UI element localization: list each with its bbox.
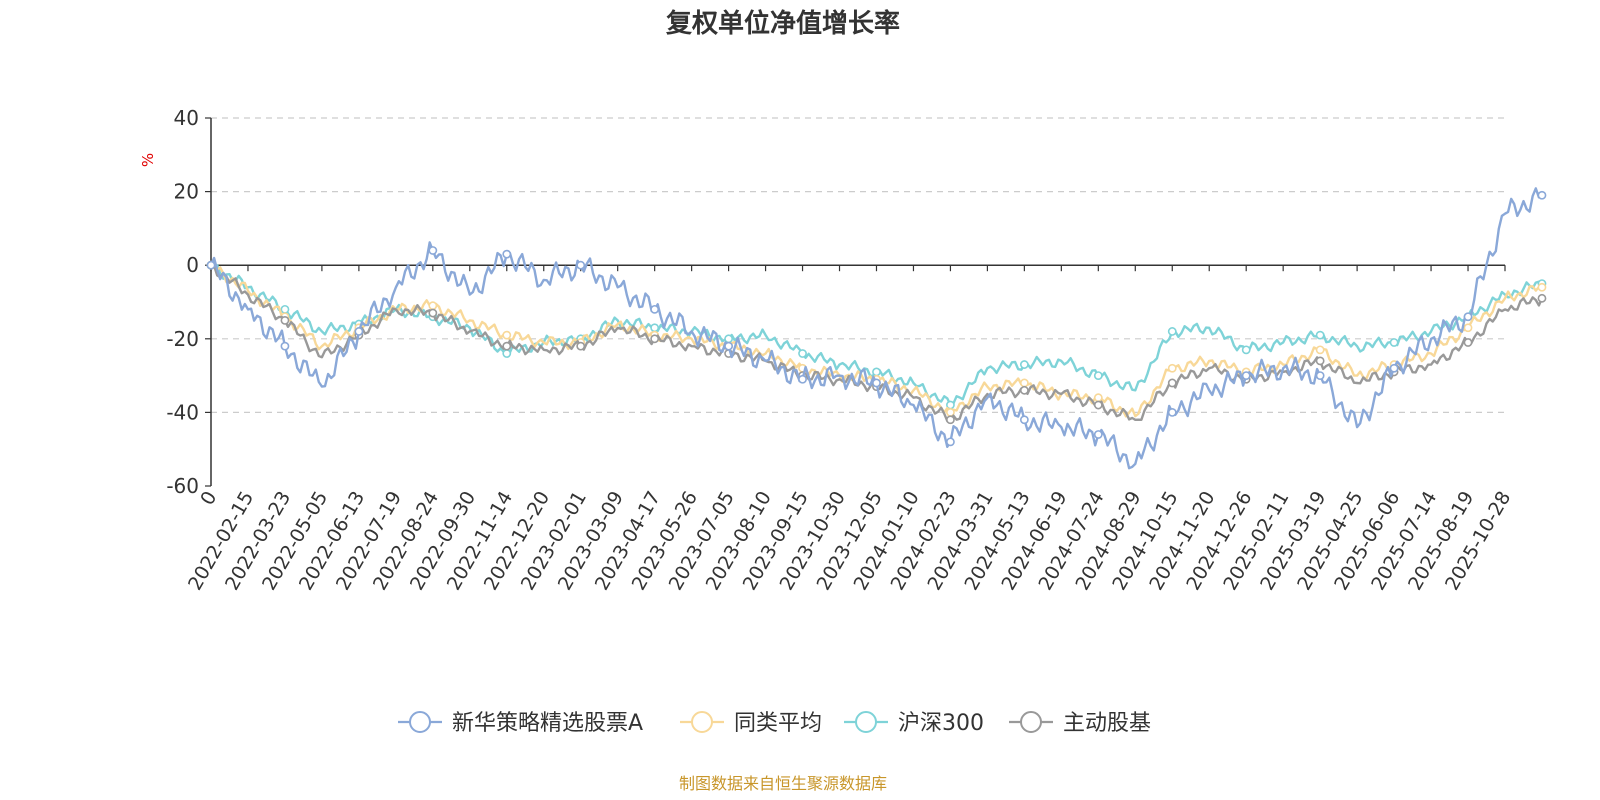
data-point bbox=[1167, 407, 1177, 417]
series-line-1 bbox=[210, 264, 1543, 418]
data-point bbox=[502, 341, 512, 351]
legend-marker bbox=[691, 711, 713, 733]
series-line-3 bbox=[210, 264, 1544, 423]
legend-label: 新华策略精选股票A bbox=[452, 711, 643, 736]
data-point bbox=[798, 349, 807, 358]
data-point bbox=[1241, 371, 1251, 380]
data-point bbox=[280, 341, 290, 351]
data-point bbox=[650, 304, 660, 314]
data-point bbox=[1389, 363, 1399, 373]
data-point bbox=[576, 341, 586, 351]
data-point bbox=[428, 301, 438, 311]
legend-marker bbox=[409, 711, 431, 733]
y-tick-label: 20 bbox=[174, 180, 199, 204]
data-point bbox=[1019, 360, 1029, 369]
legend-item-1[interactable]: 同类平均 bbox=[680, 711, 822, 736]
legend-marker bbox=[855, 711, 877, 733]
legend-label: 同类平均 bbox=[734, 711, 822, 736]
data-point bbox=[1463, 338, 1473, 347]
data-point bbox=[1537, 282, 1547, 292]
data-point bbox=[650, 334, 660, 344]
data-point bbox=[280, 304, 290, 314]
legend-item-2[interactable]: 沪深300 bbox=[844, 711, 984, 736]
data-point bbox=[650, 323, 660, 333]
data-point bbox=[1537, 293, 1547, 303]
source-note: 制图数据来自恒生聚源数据库 bbox=[679, 774, 887, 793]
data-point bbox=[428, 308, 438, 318]
data-point bbox=[1167, 327, 1177, 336]
data-point bbox=[1389, 338, 1399, 347]
series-line-0 bbox=[209, 187, 1543, 470]
y-tick-label: -20 bbox=[166, 327, 199, 351]
data-point bbox=[724, 334, 733, 344]
legend-item-0[interactable]: 新华策略精选股票A bbox=[398, 711, 643, 736]
data-point bbox=[576, 260, 586, 270]
y-tick-label: 0 bbox=[186, 253, 199, 277]
data-point bbox=[1315, 345, 1325, 355]
legend-item-3[interactable]: 主动股基 bbox=[1009, 711, 1151, 736]
data-point bbox=[206, 260, 216, 270]
chart-title: 复权单位净值增长率 bbox=[666, 8, 900, 39]
data-point bbox=[1019, 378, 1029, 388]
data-point bbox=[1315, 330, 1325, 340]
data-point bbox=[1537, 190, 1547, 200]
data-point bbox=[872, 367, 881, 377]
data-point bbox=[1093, 400, 1103, 410]
data-point bbox=[502, 349, 512, 358]
data-point bbox=[1019, 415, 1029, 425]
legend[interactable]: 新华策略精选股票A 同类平均 沪深300 主动股基 bbox=[398, 711, 1151, 736]
legend-marker bbox=[1020, 711, 1042, 733]
data-point bbox=[428, 246, 438, 255]
data-point bbox=[1315, 356, 1325, 366]
data-point bbox=[1241, 345, 1251, 355]
data-point bbox=[946, 415, 955, 425]
y-tick-label: -40 bbox=[166, 400, 199, 424]
data-point bbox=[946, 437, 955, 447]
data-point bbox=[354, 327, 364, 336]
legend-label: 主动股基 bbox=[1063, 711, 1151, 736]
y-axis-label: % bbox=[139, 153, 157, 167]
data-point bbox=[1019, 385, 1029, 395]
series-layer bbox=[206, 187, 1547, 470]
x-tick-label: 0 bbox=[196, 488, 221, 509]
data-point bbox=[1167, 378, 1177, 388]
y-axis: 40 20 0 -20 -40 -60 bbox=[166, 106, 212, 498]
data-point bbox=[280, 315, 290, 325]
data-point bbox=[724, 341, 733, 351]
y-tick-label: 40 bbox=[174, 106, 199, 130]
data-point bbox=[1167, 363, 1177, 373]
data-point bbox=[1315, 371, 1325, 380]
data-point bbox=[502, 330, 512, 340]
data-point bbox=[1463, 323, 1473, 333]
data-point bbox=[1093, 393, 1103, 403]
data-point bbox=[1093, 371, 1103, 380]
data-point bbox=[1093, 430, 1103, 439]
data-point bbox=[1463, 312, 1473, 322]
data-point bbox=[872, 378, 881, 388]
data-point bbox=[798, 374, 807, 384]
y-tick-label: -60 bbox=[166, 474, 199, 498]
legend-label: 沪深300 bbox=[898, 711, 984, 736]
data-point bbox=[502, 249, 512, 259]
